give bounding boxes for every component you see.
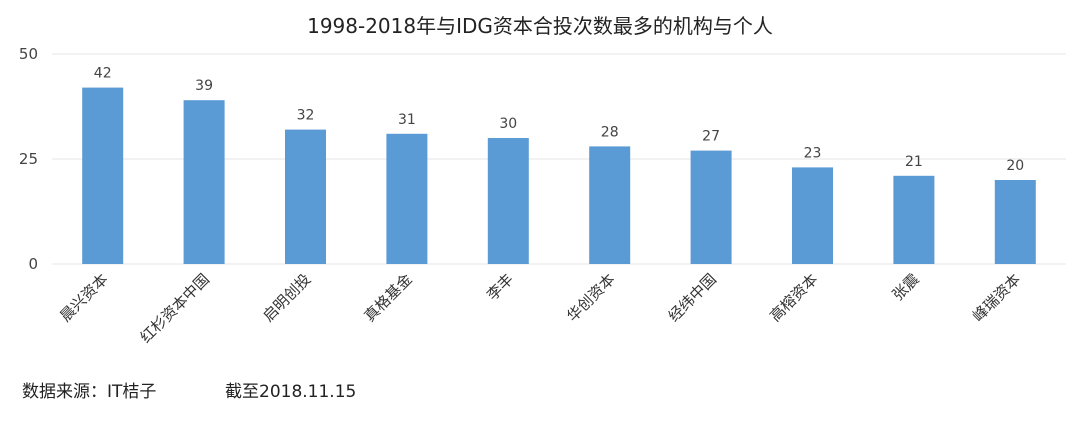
bar — [487, 138, 529, 264]
bar — [893, 175, 935, 264]
data-label: 27 — [702, 129, 720, 145]
data-label: 20 — [1006, 158, 1024, 174]
data-label: 30 — [499, 116, 517, 132]
x-tick-label: 启明创投 — [259, 270, 314, 325]
x-tick-label: 李丰 — [483, 270, 517, 304]
x-tick-label: 张震 — [889, 270, 923, 304]
bar — [690, 150, 732, 264]
bar — [994, 180, 1036, 264]
bar — [589, 146, 631, 264]
data-label: 21 — [905, 154, 923, 170]
bar — [386, 133, 428, 264]
y-tick-label: 0 — [28, 255, 38, 273]
x-tick-label: 高榕资本 — [766, 270, 821, 325]
x-tick-label: 晨兴资本 — [56, 270, 111, 325]
x-tick-label: 峰瑞资本 — [969, 270, 1024, 325]
source-note: 数据来源：IT桔子 — [22, 382, 157, 402]
x-tick-label: 红杉资本中国 — [137, 270, 213, 346]
x-tick-label: 经纬中国 — [665, 270, 720, 325]
chart-title: 1998-2018年与IDG资本合投次数最多的机构与个人 — [307, 14, 773, 38]
data-label: 31 — [398, 112, 416, 128]
bar — [183, 100, 225, 264]
x-tick-label: 真格基金 — [361, 270, 416, 325]
y-tick-label: 25 — [19, 150, 38, 168]
x-tick-label: 华创资本 — [563, 270, 618, 325]
data-label: 28 — [601, 124, 619, 140]
bar — [285, 129, 326, 264]
data-label: 32 — [297, 108, 315, 124]
date-note: 截至2018.11.15 — [225, 382, 357, 402]
bar — [82, 87, 124, 264]
data-label: 23 — [804, 145, 822, 161]
data-label: 39 — [195, 78, 213, 94]
data-label: 42 — [94, 66, 112, 82]
y-tick-label: 50 — [19, 45, 38, 63]
bar — [792, 167, 833, 264]
